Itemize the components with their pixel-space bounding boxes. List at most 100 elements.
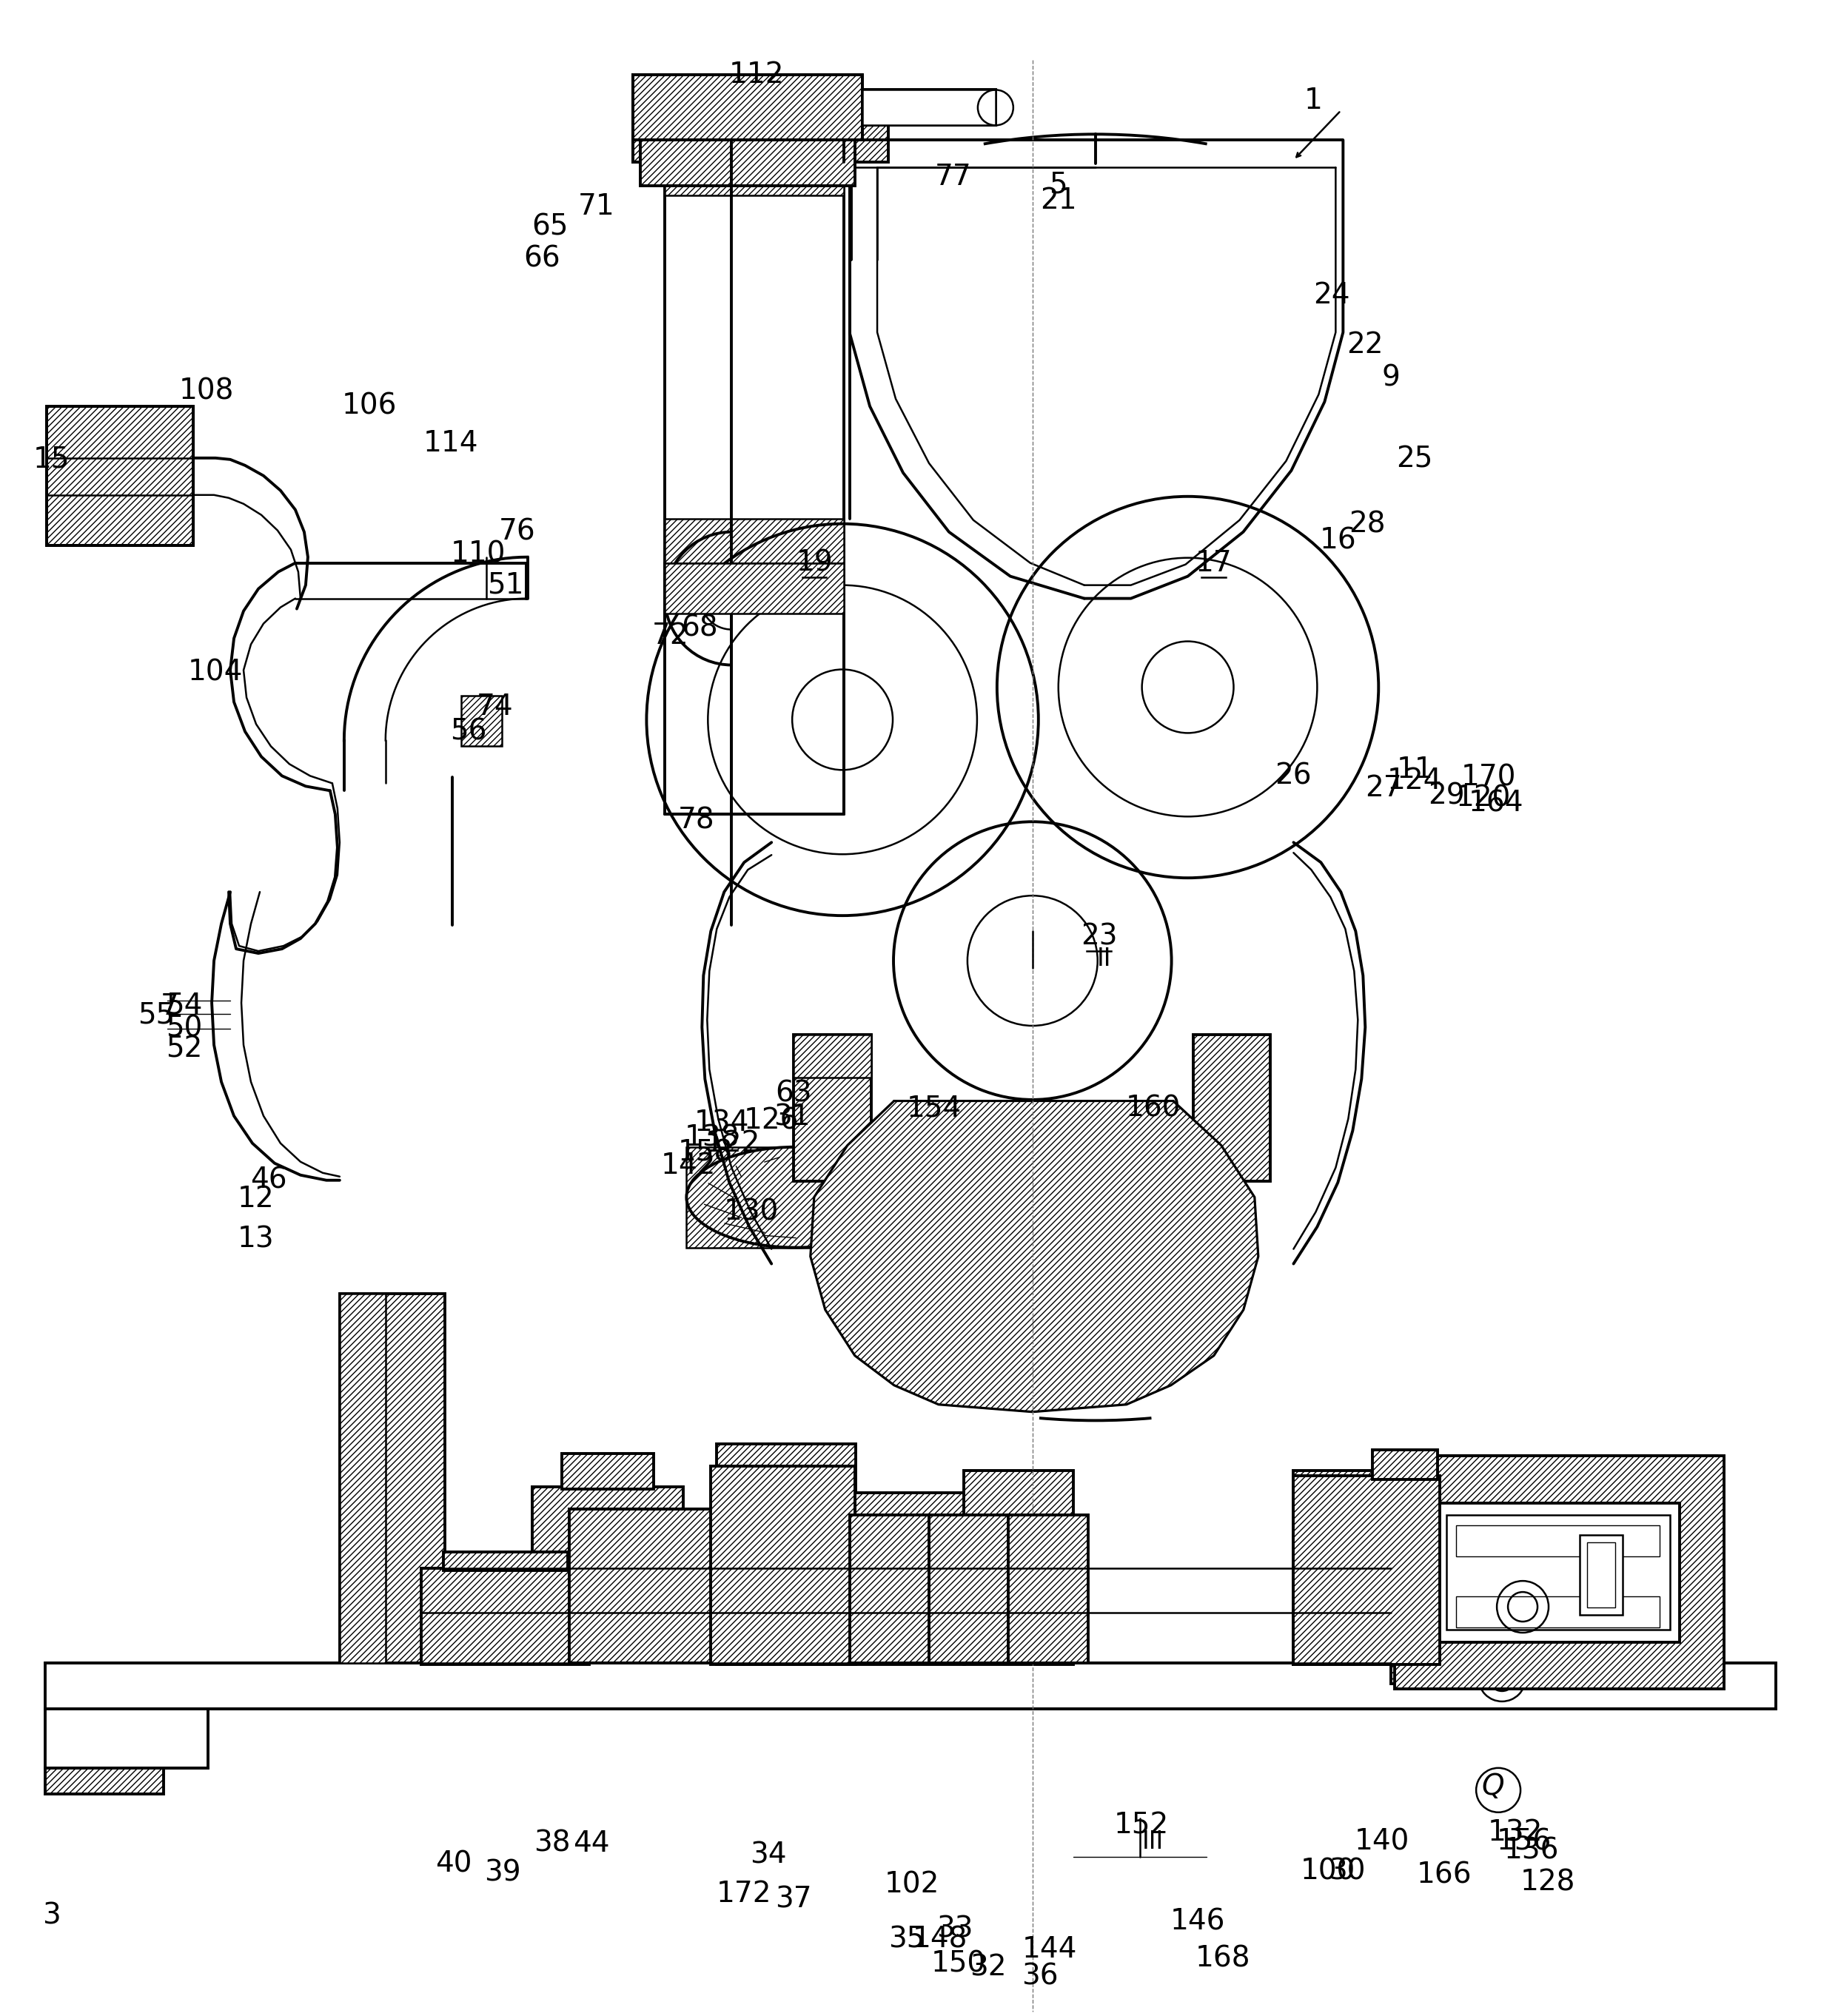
Text: 37: 37 — [776, 1885, 812, 1913]
Bar — [730, 115, 807, 145]
Bar — [710, 1466, 856, 1665]
Text: 134: 134 — [694, 1109, 750, 1137]
Bar — [1193, 1034, 1271, 1181]
Text: 28: 28 — [1349, 510, 1386, 538]
Text: 78: 78 — [677, 806, 714, 835]
Text: 24: 24 — [1313, 282, 1351, 308]
Bar — [1588, 1542, 1615, 1607]
Text: 3: 3 — [42, 1901, 60, 1929]
Text: 16: 16 — [1320, 526, 1357, 554]
Bar — [634, 75, 730, 109]
Text: 124: 124 — [1388, 766, 1442, 794]
Bar — [1579, 1534, 1623, 1615]
Bar — [963, 1472, 1073, 1665]
Text: 108: 108 — [178, 377, 235, 405]
Text: 26: 26 — [1275, 762, 1311, 790]
Text: 34: 34 — [750, 1841, 787, 1869]
Bar — [863, 91, 996, 125]
Bar — [687, 1147, 905, 1248]
Polygon shape — [810, 1101, 1258, 1411]
Text: 144: 144 — [1022, 1935, 1076, 1964]
Text: 164: 164 — [1468, 788, 1524, 816]
Text: 148: 148 — [912, 1925, 967, 1954]
Text: II: II — [1096, 946, 1111, 970]
Text: 152: 152 — [1114, 1812, 1169, 1841]
Bar — [641, 141, 856, 185]
Text: 106: 106 — [342, 393, 397, 419]
Text: 142: 142 — [661, 1151, 716, 1179]
Text: 160: 160 — [1125, 1095, 1180, 1123]
Bar — [46, 1663, 1775, 1710]
Bar — [1457, 1526, 1659, 1556]
Text: 12: 12 — [239, 1185, 275, 1214]
Text: 51: 51 — [486, 571, 524, 599]
Bar — [46, 1768, 164, 1794]
Bar — [1439, 1516, 1668, 1625]
Text: 154: 154 — [907, 1095, 961, 1123]
Bar — [421, 1568, 590, 1665]
Bar — [717, 1443, 856, 1665]
Text: 114: 114 — [422, 429, 479, 458]
Text: 11: 11 — [1397, 756, 1433, 784]
Text: 5: 5 — [1049, 171, 1067, 198]
Text: 150: 150 — [931, 1949, 985, 1978]
Bar — [1293, 1476, 1440, 1665]
Text: 35: 35 — [889, 1925, 925, 1954]
Text: 132: 132 — [1488, 1818, 1542, 1847]
Text: 46: 46 — [249, 1165, 288, 1193]
Text: 52: 52 — [166, 1036, 202, 1064]
Bar — [665, 562, 843, 613]
Bar — [794, 1034, 870, 1181]
Text: 146: 146 — [1169, 1907, 1226, 1935]
Text: 7: 7 — [160, 992, 178, 1020]
Text: 29: 29 — [1428, 782, 1464, 810]
Bar — [665, 518, 843, 562]
Bar — [568, 1510, 714, 1663]
Bar — [561, 1454, 654, 1490]
Bar — [717, 1611, 856, 1665]
Text: 30: 30 — [1329, 1857, 1366, 1885]
Text: 39: 39 — [484, 1859, 521, 1887]
Text: 25: 25 — [1397, 446, 1433, 474]
Bar — [634, 105, 730, 163]
Text: 36: 36 — [1022, 1962, 1058, 1990]
Text: 77: 77 — [934, 163, 972, 192]
Text: 54: 54 — [166, 992, 202, 1020]
Text: 68: 68 — [681, 615, 717, 641]
Bar — [47, 407, 193, 544]
Text: 126: 126 — [745, 1107, 799, 1135]
Bar — [532, 1488, 683, 1663]
Text: 22: 22 — [1348, 331, 1384, 359]
Text: 19: 19 — [796, 548, 832, 577]
Text: 172: 172 — [716, 1879, 772, 1907]
Text: 76: 76 — [499, 518, 535, 546]
Text: 17: 17 — [1195, 548, 1233, 577]
Text: 40: 40 — [435, 1851, 472, 1879]
Text: 74: 74 — [477, 694, 514, 722]
Bar — [46, 1710, 208, 1768]
Bar — [634, 75, 863, 141]
Text: 21: 21 — [1040, 187, 1076, 216]
Text: III: III — [1142, 1831, 1164, 1855]
Bar — [1391, 1456, 1717, 1683]
Bar — [461, 696, 501, 746]
Text: 138: 138 — [685, 1125, 739, 1153]
Text: 122: 122 — [705, 1129, 761, 1157]
Text: 158: 158 — [677, 1139, 732, 1167]
Text: 102: 102 — [885, 1871, 940, 1899]
Text: 1: 1 — [1304, 87, 1322, 115]
Text: 55: 55 — [138, 1002, 175, 1030]
Text: 33: 33 — [936, 1915, 972, 1943]
Text: 166: 166 — [1417, 1861, 1471, 1889]
Text: 13: 13 — [239, 1226, 275, 1254]
Bar — [863, 91, 996, 125]
Text: 100: 100 — [1300, 1857, 1357, 1885]
Text: 110: 110 — [450, 540, 506, 569]
Bar — [634, 105, 889, 163]
Text: Q: Q — [1482, 1772, 1504, 1800]
Bar — [929, 1516, 1009, 1663]
Bar — [794, 1034, 870, 1077]
Bar — [1395, 1456, 1724, 1689]
Bar — [850, 1516, 931, 1663]
Text: 130: 130 — [725, 1198, 779, 1226]
